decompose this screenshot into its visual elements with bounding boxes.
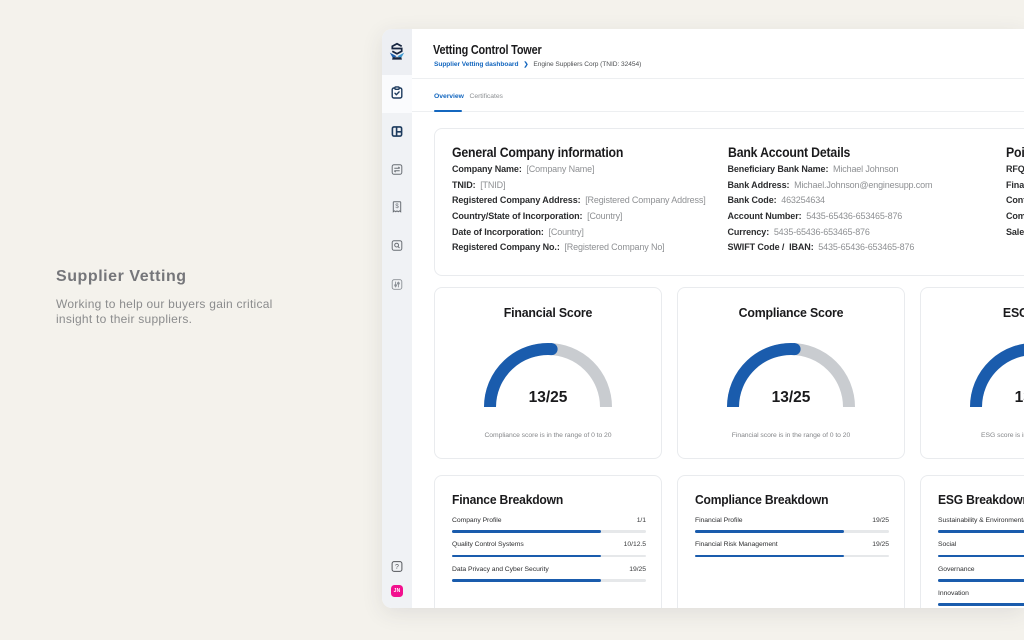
svg-text:$: $ <box>395 204 399 210</box>
svg-text:?: ? <box>395 564 399 571</box>
